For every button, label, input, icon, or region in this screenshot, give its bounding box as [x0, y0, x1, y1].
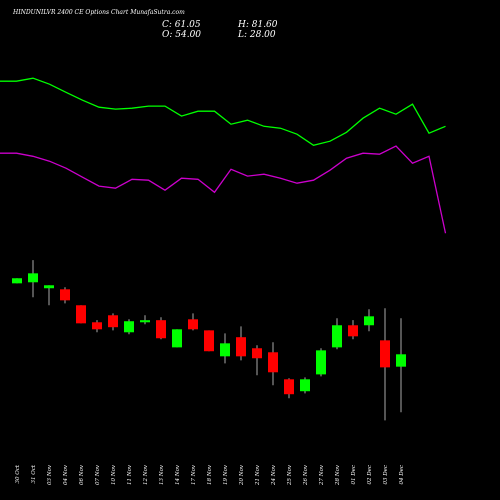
candle-body — [124, 321, 134, 333]
candle-body — [220, 343, 230, 357]
x-tick-label: 04 Dec — [399, 465, 405, 485]
x-tick-label: 21 Nov — [255, 464, 261, 486]
candle-body — [140, 320, 150, 323]
candle-body — [188, 319, 198, 330]
candle-body — [76, 305, 86, 324]
indicator-line — [0, 77, 446, 147]
summary-close: C: 61.05 — [162, 20, 201, 30]
x-tick-label: 27 Nov — [319, 464, 325, 486]
x-tick-label: 12 Nov — [143, 464, 149, 485]
x-tick-label: 18 Nov — [207, 464, 213, 485]
candle-body — [156, 320, 166, 339]
candle-body — [364, 316, 374, 326]
candle-body — [44, 285, 54, 289]
x-tick-label: 25 Nov — [287, 464, 293, 486]
chart-title: HINDUNILVR 2400 CE Options Chart MunafaS… — [12, 9, 185, 16]
candle-body — [92, 322, 102, 330]
x-tick-label: 24 Nov — [271, 464, 277, 486]
candle-body — [12, 278, 22, 284]
x-tick-label: 30 Oct — [15, 464, 21, 483]
x-tick-label: 02 Dec — [367, 465, 373, 485]
indicator-line — [0, 145, 447, 234]
x-tick-label: 31 Oct — [31, 464, 37, 483]
x-tick-label: 06 Nov — [79, 464, 85, 485]
x-tick-label: 11 Nov — [127, 464, 133, 485]
summary-low: L: 28.00 — [237, 30, 276, 40]
x-tick-label: 04 Nov — [63, 464, 69, 485]
candle-body — [108, 315, 118, 328]
candle-body — [268, 352, 278, 373]
x-tick-label: 13 Nov — [159, 464, 165, 485]
candle-body — [172, 329, 182, 348]
candle-body — [396, 354, 406, 367]
candle-body — [204, 330, 214, 352]
candle-body — [380, 340, 390, 368]
x-tick-label: 19 Nov — [223, 464, 229, 485]
candle-body — [252, 348, 262, 359]
summary-high: H: 81.60 — [237, 20, 278, 30]
x-tick-label: 26 Nov — [303, 464, 309, 486]
x-tick-label: 03 Nov — [47, 464, 53, 485]
x-tick-label: 14 Nov — [175, 464, 181, 485]
candle-body — [284, 379, 294, 395]
x-tick-label: 10 Nov — [111, 464, 117, 485]
x-tick-label: 03 Dec — [383, 465, 389, 485]
candle-body — [300, 379, 310, 392]
x-tick-label: 01 Dec — [351, 465, 357, 485]
candle-body — [316, 350, 326, 375]
candle-body — [28, 273, 38, 283]
x-tick-label: 07 Nov — [95, 464, 101, 485]
summary-open: O: 54.00 — [162, 30, 201, 40]
x-tick-label: 17 Nov — [191, 464, 197, 485]
candle-body — [60, 289, 70, 301]
candle-body — [236, 337, 246, 357]
x-tick-label: 28 Nov — [335, 464, 341, 486]
candle-body — [348, 325, 358, 337]
x-tick-label: 20 Nov — [239, 464, 245, 486]
candle-body — [332, 325, 342, 348]
